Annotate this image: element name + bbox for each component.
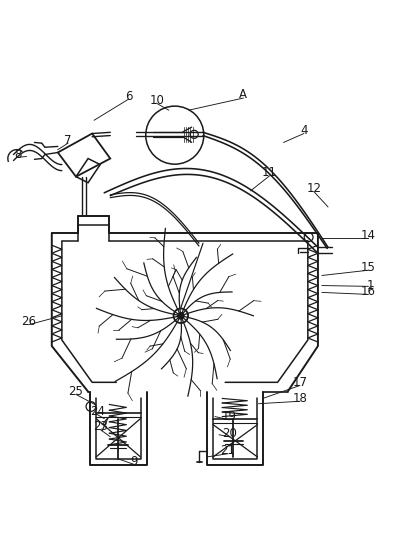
Text: 4: 4 <box>299 124 307 137</box>
Text: 8: 8 <box>15 148 22 161</box>
Text: 16: 16 <box>360 285 375 298</box>
Text: 10: 10 <box>149 93 164 107</box>
Text: 11: 11 <box>261 166 276 179</box>
Text: 24: 24 <box>90 405 104 418</box>
Text: 14: 14 <box>360 229 375 241</box>
Text: 21: 21 <box>220 444 235 457</box>
Text: 15: 15 <box>360 261 375 274</box>
Text: 7: 7 <box>64 134 72 147</box>
Text: 20: 20 <box>221 427 236 440</box>
Text: 1: 1 <box>366 279 373 292</box>
Circle shape <box>177 312 183 319</box>
Text: 17: 17 <box>292 376 307 389</box>
Text: 9: 9 <box>130 455 138 468</box>
Text: 12: 12 <box>306 182 321 195</box>
Text: 23: 23 <box>92 420 107 433</box>
Text: 25: 25 <box>68 385 83 398</box>
Text: 26: 26 <box>21 315 36 328</box>
Text: A: A <box>239 88 247 101</box>
Text: 6: 6 <box>124 89 132 102</box>
Text: 18: 18 <box>292 392 307 405</box>
Text: 19: 19 <box>221 410 236 423</box>
